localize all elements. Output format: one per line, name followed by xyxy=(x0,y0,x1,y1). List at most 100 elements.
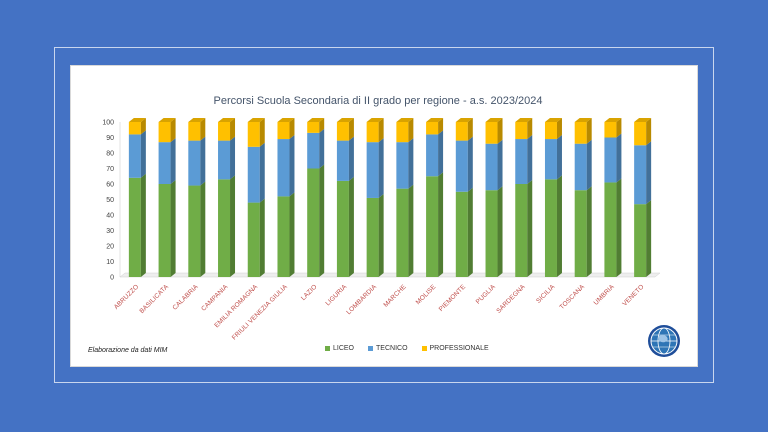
bar-segment-tecnico-0 xyxy=(128,130,146,178)
bar-side xyxy=(497,118,503,144)
bar-top-3 xyxy=(218,118,236,122)
bar-front xyxy=(515,122,528,140)
bar-side xyxy=(140,130,146,178)
bar-segment-professionale-13 xyxy=(515,118,533,140)
legend-label-professionale: PROFESSIONALE xyxy=(429,345,489,352)
bar-segment-liceo-10 xyxy=(426,172,444,277)
bar-side xyxy=(259,198,265,277)
bar-side xyxy=(408,118,414,143)
bar-top-17 xyxy=(634,118,652,122)
bar-side xyxy=(616,118,622,138)
chart-title: Percorsi Scuola Secondaria di II grado p… xyxy=(214,95,543,107)
bar-front xyxy=(574,190,587,277)
bar-segment-liceo-13 xyxy=(515,180,533,277)
bar-front xyxy=(307,132,320,169)
bar-side xyxy=(170,180,176,277)
source-note: Elaborazione da dati MIM xyxy=(88,347,168,354)
y-tick-label: 90 xyxy=(106,135,114,142)
x-category-label: VENETO xyxy=(621,283,645,307)
bar-side xyxy=(140,173,146,277)
bar-side xyxy=(200,136,206,186)
bar-side xyxy=(140,118,146,135)
bar-front xyxy=(188,185,201,277)
bar-segment-professionale-17 xyxy=(634,118,652,146)
bar-segment-liceo-7 xyxy=(336,176,354,277)
bar-segment-professionale-14 xyxy=(544,118,562,140)
bar-front xyxy=(158,142,171,184)
bar-front xyxy=(515,139,528,184)
x-category-label: SARDEGNA xyxy=(495,283,527,315)
x-category-label: LAZIO xyxy=(300,283,319,302)
bar-front xyxy=(604,122,617,138)
bar-front xyxy=(634,122,647,146)
bar-segment-professionale-11 xyxy=(455,118,473,141)
legend-swatch-liceo xyxy=(325,346,330,351)
bar-segment-tecnico-8 xyxy=(366,138,384,198)
bar-front xyxy=(307,122,320,133)
globe-logo-icon xyxy=(648,325,680,357)
bar-front xyxy=(544,139,557,180)
bar-segment-liceo-3 xyxy=(218,175,236,277)
bar-segment-tecnico-15 xyxy=(574,139,592,191)
bar-top-15 xyxy=(574,118,592,122)
bar-front xyxy=(158,122,171,143)
bar-side xyxy=(319,118,325,133)
bar-top-10 xyxy=(426,118,444,122)
bar-front xyxy=(485,190,498,277)
legend-item-liceo: LICEO xyxy=(325,345,354,352)
y-tick-label: 80 xyxy=(106,151,114,158)
bar-front xyxy=(366,142,379,198)
bar-segment-liceo-5 xyxy=(277,192,295,277)
bar-side xyxy=(378,118,384,143)
bar-segment-tecnico-10 xyxy=(426,130,444,177)
bar-front xyxy=(277,139,290,197)
bar-side xyxy=(586,139,592,191)
bar-segment-tecnico-1 xyxy=(158,138,176,184)
x-category-label: PIEMONTE xyxy=(438,283,468,313)
bar-front xyxy=(336,180,349,277)
bar-segment-tecnico-16 xyxy=(604,133,622,183)
bar-top-11 xyxy=(455,118,473,122)
bar-segment-tecnico-11 xyxy=(455,136,473,192)
bar-top-14 xyxy=(544,118,562,122)
bar-top-8 xyxy=(366,118,384,122)
bar-side xyxy=(348,136,354,181)
bar-top-6 xyxy=(307,118,325,122)
bar-front xyxy=(277,122,290,140)
bar-side xyxy=(408,138,414,189)
bar-side xyxy=(467,136,473,192)
bar-front xyxy=(188,140,201,186)
bar-segment-professionale-7 xyxy=(336,118,354,141)
bar-front xyxy=(455,191,468,277)
bar-segment-tecnico-14 xyxy=(544,135,562,180)
bar-top-7 xyxy=(336,118,354,122)
y-tick-label: 10 xyxy=(106,259,114,266)
bar-segment-liceo-1 xyxy=(158,180,176,277)
bar-top-0 xyxy=(128,118,146,122)
bar-side xyxy=(348,118,354,141)
bar-front xyxy=(396,142,409,189)
bars xyxy=(128,118,652,277)
bar-side xyxy=(646,141,652,205)
bar-front xyxy=(128,177,141,277)
bar-side xyxy=(616,178,622,277)
legend-swatch-tecnico xyxy=(368,346,374,351)
bar-segment-liceo-4 xyxy=(247,198,265,277)
bar-front xyxy=(277,196,290,277)
bar-segment-professionale-3 xyxy=(218,118,236,141)
x-category-label: LIGURIA xyxy=(324,283,348,307)
bar-side xyxy=(230,136,236,180)
x-category-label: FRIULI VENEZIA GIULIA xyxy=(231,283,289,341)
bar-segment-professionale-15 xyxy=(574,118,592,144)
x-category-label: CAMPANIA xyxy=(200,283,230,313)
bar-front xyxy=(247,122,260,147)
x-category-label: BASILICATA xyxy=(138,283,170,315)
bar-front xyxy=(544,179,557,277)
bar-side xyxy=(556,175,562,277)
y-tick-label: 60 xyxy=(106,182,114,189)
bar-front xyxy=(396,122,409,143)
bar-side xyxy=(586,118,592,144)
x-category-label: UMBRIA xyxy=(593,283,617,307)
bar-side xyxy=(527,118,533,140)
bar-side xyxy=(438,118,444,135)
